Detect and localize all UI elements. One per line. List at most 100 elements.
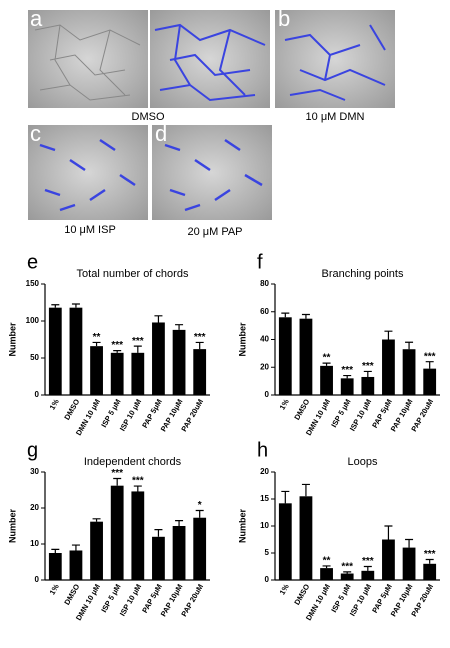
network — [284, 24, 386, 101]
panel-letter: d — [155, 121, 167, 146]
error-bar — [343, 374, 352, 379]
x-tick-label: 1% — [48, 397, 61, 411]
panel-letter: f — [257, 251, 263, 273]
significance: *** — [341, 365, 353, 376]
micrographs — [28, 10, 395, 220]
significance: *** — [424, 549, 436, 560]
error-bar — [71, 544, 80, 551]
error-bar — [384, 330, 393, 340]
y-tick-label: 20 — [30, 503, 39, 512]
x-tick-label: 1% — [48, 582, 61, 596]
bar — [340, 378, 354, 395]
significance: *** — [362, 361, 374, 372]
y-tick-label: 5 — [265, 548, 270, 557]
significance: ** — [93, 332, 101, 343]
y-tick-label: 10 — [260, 521, 269, 530]
micrograph — [152, 125, 272, 220]
bar — [48, 307, 62, 395]
panel-letter: a — [30, 6, 43, 31]
x-tick-label: DMSO — [62, 397, 81, 421]
error-bar — [195, 341, 204, 350]
error-bar — [281, 490, 290, 504]
chart-title: Branching points — [322, 268, 404, 280]
panel-letter: e — [27, 251, 38, 273]
bar — [172, 526, 186, 580]
x-tick-label: 1% — [278, 582, 291, 596]
bar — [299, 496, 313, 580]
error-bar — [301, 483, 310, 497]
y-tick-label: 40 — [260, 335, 269, 344]
y-tick-label: 10 — [30, 539, 39, 548]
panel-letter: g — [27, 439, 38, 461]
x-tick-label: DMSO — [292, 397, 311, 421]
chart-title: Total number of chords — [77, 268, 189, 280]
bar — [320, 568, 333, 580]
network — [154, 23, 266, 102]
bar — [152, 536, 165, 580]
chart-title: Independent chords — [84, 456, 182, 468]
image-caption: 10 μM DMN — [306, 111, 365, 123]
y-tick-label: 150 — [26, 279, 40, 288]
y-axis-label: Number — [237, 509, 247, 544]
significance: *** — [111, 468, 123, 479]
error-bar — [113, 477, 122, 486]
micrograph — [150, 10, 270, 108]
bar — [320, 365, 333, 395]
bar — [110, 352, 124, 395]
significance: *** — [111, 340, 123, 351]
bar — [131, 352, 145, 395]
bar — [193, 517, 207, 580]
error-bar — [405, 538, 414, 548]
error-bar — [322, 362, 331, 366]
bar — [361, 376, 375, 395]
error-bar — [322, 565, 331, 569]
significance: ** — [323, 353, 331, 364]
y-tick-label: 20 — [260, 467, 269, 476]
y-tick-label: 0 — [265, 575, 270, 584]
x-tick-label: DMSO — [292, 582, 311, 606]
image-caption: DMSO — [132, 111, 165, 123]
bar — [131, 491, 145, 580]
bar — [382, 339, 395, 395]
x-tick-label: 1% — [278, 397, 291, 411]
micrograph — [28, 10, 148, 108]
significance: * — [198, 500, 202, 511]
significance: *** — [362, 556, 374, 567]
y-axis-label: Number — [7, 509, 17, 544]
error-bar — [92, 518, 101, 522]
bar — [423, 368, 437, 395]
bar — [402, 349, 416, 395]
error-bar — [363, 565, 372, 571]
bar — [278, 317, 292, 395]
error-bar — [154, 315, 163, 323]
y-tick-label: 80 — [260, 279, 269, 288]
bar — [90, 346, 103, 395]
y-tick-label: 15 — [260, 494, 269, 503]
error-bar — [195, 509, 204, 518]
bar — [152, 322, 165, 395]
error-bar — [133, 345, 142, 353]
error-bar — [175, 324, 184, 330]
error-bar — [384, 525, 393, 540]
error-bar — [343, 571, 352, 574]
error-bar — [175, 520, 184, 526]
bar — [69, 550, 83, 580]
image-caption: 10 μM ISP — [64, 224, 116, 236]
significance: *** — [194, 332, 206, 343]
error-bar — [154, 529, 163, 537]
chart-title: Loops — [348, 456, 378, 468]
bar — [69, 307, 83, 395]
image-caption: 20 μM PAP — [187, 226, 242, 238]
y-tick-label: 0 — [35, 390, 40, 399]
y-tick-label: 30 — [30, 467, 39, 476]
y-tick-label: 20 — [260, 362, 269, 371]
panel-letter: b — [278, 6, 290, 31]
x-tick-label: DMSO — [62, 582, 81, 606]
y-axis-label: Number — [7, 322, 17, 357]
y-tick-label: 0 — [35, 575, 40, 584]
error-bar — [51, 548, 60, 553]
bar — [172, 329, 186, 395]
y-tick-label: 50 — [30, 353, 39, 362]
bar — [110, 485, 124, 580]
